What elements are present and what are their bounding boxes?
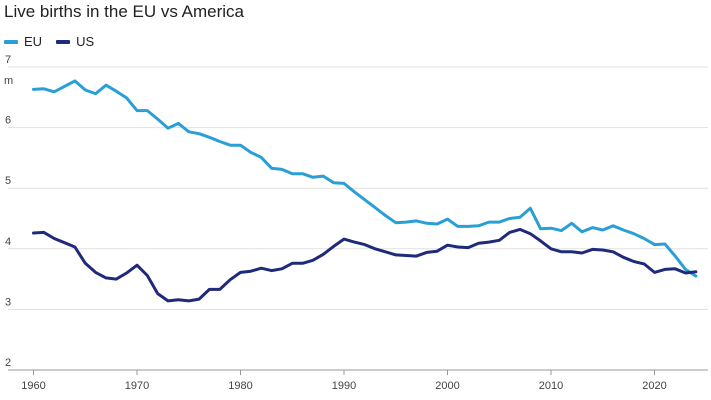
- y-tick-label-7: 7: [5, 54, 11, 66]
- series-line-us: [32, 227, 698, 303]
- x-tick-label-1990: 1990: [332, 380, 356, 392]
- y-tick-label-3: 3: [5, 296, 11, 308]
- x-tick-label-2000: 2000: [435, 380, 459, 392]
- x-tick-label-1980: 1980: [228, 380, 252, 392]
- legend-item-eu: EU: [4, 34, 42, 49]
- legend-label-eu: EU: [24, 34, 43, 49]
- legend-label-us: US: [76, 34, 95, 49]
- chart-legend: EU US: [4, 34, 94, 49]
- series-line-eu: [32, 79, 698, 278]
- y-tick-label-6: 6: [5, 115, 11, 127]
- y-tick-label-5: 5: [5, 175, 11, 187]
- x-tick-label-2020: 2020: [642, 380, 666, 392]
- x-tick-label-1970: 1970: [125, 380, 149, 392]
- legend-swatch-us: [56, 39, 71, 44]
- legend-swatch-eu: [4, 39, 18, 44]
- chart-title: Live births in the EU vs America: [4, 2, 244, 21]
- y-unit-label: m: [4, 75, 13, 87]
- legend-item-us: US: [56, 34, 94, 49]
- x-tick-label-2010: 2010: [539, 380, 563, 392]
- y-tick-label-2: 2: [5, 357, 11, 369]
- y-tick-label-4: 4: [5, 236, 11, 248]
- x-tick-label-1960: 1960: [21, 380, 45, 392]
